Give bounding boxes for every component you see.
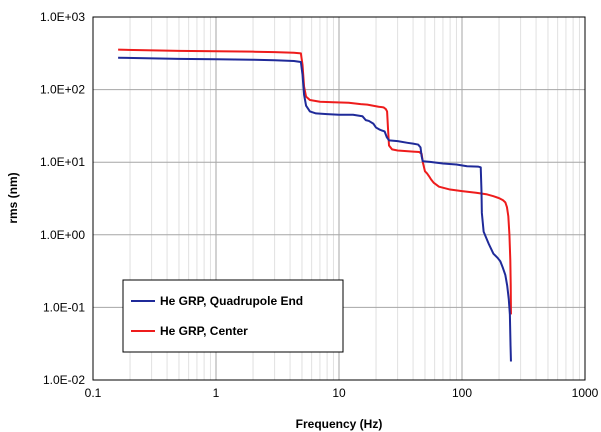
y-axis-title: rms (nm)	[6, 172, 20, 223]
y-tick-label: 1.0E+01	[40, 155, 85, 169]
y-tick-label: 1.0E+00	[40, 228, 85, 242]
legend-box	[122, 279, 344, 353]
y-tick-label: 1.0E+03	[40, 10, 85, 24]
x-tick-label: 100	[452, 386, 472, 400]
y-tick-label: 1.0E+02	[40, 83, 85, 97]
x-tick-label: 0.1	[85, 386, 102, 400]
series-line-quadrupole-end	[118, 56, 512, 362]
y-tick-label: 1.0E-01	[43, 300, 85, 314]
legend-label-quadrupole-end: He GRP, Quadrupole End	[160, 294, 303, 308]
plot-area-border	[92, 16, 586, 381]
legend: He GRP, Quadrupole End He GRP, Center	[122, 279, 344, 353]
series-layer	[118, 48, 512, 362]
x-tick-label: 10	[332, 386, 346, 400]
y-axis-tick-labels: 1.0E-02 1.0E-01 1.0E+00 1.0E+01 1.0E+02 1.0E+…	[40, 10, 85, 387]
x-tick-label: 1	[213, 386, 220, 400]
legend-label-center: He GRP, Center	[160, 324, 248, 338]
y-tick-label: 1.0E-02	[43, 373, 85, 387]
x-tick-label: 1000	[572, 386, 599, 400]
x-axis-title: Frequency (Hz)	[296, 417, 383, 431]
x-axis-tick-labels: 0.1 1 10 100 1000	[85, 386, 599, 400]
